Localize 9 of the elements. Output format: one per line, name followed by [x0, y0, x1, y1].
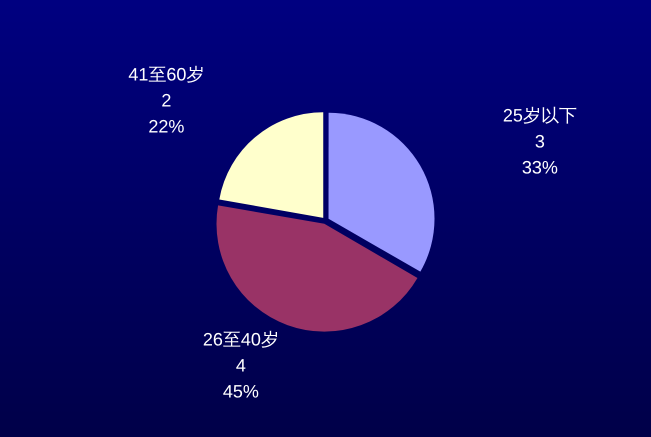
slice-label: 25岁以下	[502, 106, 577, 126]
slice-label: 26至40岁	[202, 330, 279, 350]
data-label: 4	[236, 356, 246, 376]
slice-label: 41至60岁	[128, 64, 204, 84]
text: 33%	[522, 158, 558, 178]
data-label: 2	[161, 90, 172, 110]
data-label: 3	[534, 132, 545, 152]
text: 45%	[222, 382, 259, 402]
text: 22%	[148, 116, 184, 136]
